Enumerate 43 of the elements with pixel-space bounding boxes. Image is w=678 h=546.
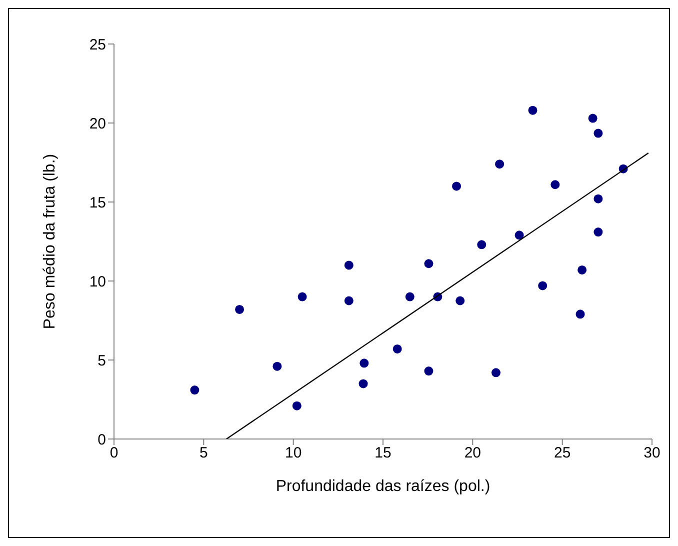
point <box>594 128 603 138</box>
x-axis-title: Profundidade das raízes (pol.) <box>276 478 490 495</box>
point <box>358 379 368 388</box>
point <box>477 240 486 250</box>
point <box>578 265 587 274</box>
point <box>360 358 369 368</box>
x-tick-label: 15 <box>374 444 392 462</box>
point <box>495 160 504 169</box>
point <box>235 304 244 314</box>
point <box>190 386 200 395</box>
point <box>344 296 354 306</box>
y-tick-label: 10 <box>89 273 106 290</box>
point <box>392 344 402 354</box>
point <box>292 401 302 410</box>
point <box>405 292 414 302</box>
point <box>456 296 465 306</box>
point <box>344 260 354 270</box>
point <box>550 180 560 190</box>
point <box>588 114 598 123</box>
x-tick-label: 5 <box>199 444 208 462</box>
y-tick-label: 0 <box>98 431 106 448</box>
point <box>528 106 538 115</box>
point <box>594 194 603 204</box>
point <box>576 310 585 319</box>
point <box>272 362 282 371</box>
point <box>594 228 603 237</box>
point <box>424 366 434 376</box>
point <box>424 259 434 268</box>
x-tick-label: 10 <box>284 444 302 462</box>
y-tick-label: 5 <box>98 352 106 370</box>
point <box>491 368 500 378</box>
point <box>452 182 462 191</box>
y-tick-label: 20 <box>89 115 106 132</box>
y-axis-title: Peso médio da fruta (lb.) <box>42 154 59 330</box>
x-tick-label: 0 <box>110 444 118 462</box>
point <box>538 281 548 290</box>
point <box>514 230 524 240</box>
x-tick-label: 30 <box>644 444 660 462</box>
point <box>298 292 307 302</box>
x-tick-label: 20 <box>464 444 482 462</box>
y-tick-label: 25 <box>89 36 106 54</box>
x-tick-label: 25 <box>554 444 571 462</box>
y-tick-label: 15 <box>89 194 106 212</box>
